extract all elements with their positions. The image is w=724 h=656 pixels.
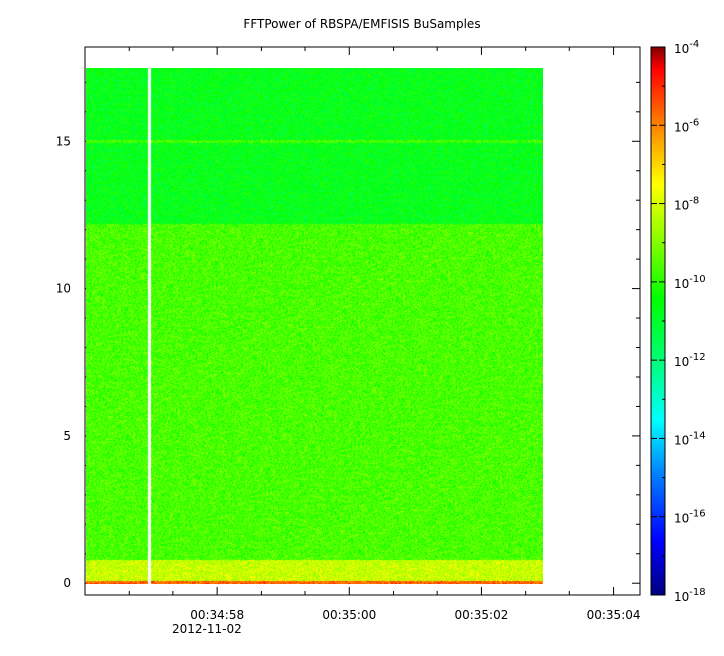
x-tick-label: 00:34:58 — [190, 608, 244, 622]
colorbar-ticks: 10-4 10-6 10-8 10-10 10-12 10-14 10-16 10-18 — [651, 39, 706, 604]
colorbar-tick-label: 10-10 — [674, 274, 706, 291]
y-tick-label: 10 — [56, 282, 71, 296]
x-tick-label: 00:35:00 — [322, 608, 376, 622]
colorbar-tick-label: 10-16 — [674, 509, 706, 526]
colorbar-tick-label: 10-18 — [674, 587, 706, 604]
spectrogram-heatmap — [86, 68, 543, 584]
plot-frame — [84, 46, 641, 596]
colorbar-tick-label: 10-12 — [674, 352, 706, 369]
y-tick-label: 15 — [56, 134, 71, 148]
x-tick-label: 00:35:02 — [454, 608, 508, 622]
colorbar-tick-label: 10-14 — [674, 430, 706, 447]
y-tick-label: 0 — [63, 576, 71, 590]
x-tick-label: 00:35:04 — [587, 608, 641, 622]
x-axis: 00:34:58 00:35:00 00:35:02 00:35:04 — [128, 47, 641, 622]
y-tick-label: 5 — [63, 429, 71, 443]
x-date-label: 2012-11-02 — [172, 622, 242, 636]
chart-title: FFTPower of RBSPA/EMFISIS BuSamples — [243, 17, 481, 31]
colorbar-tick-label: 10-8 — [674, 196, 699, 213]
colorbar-tick-label: 10-4 — [674, 39, 699, 56]
colorbar-tick-label: 10-6 — [674, 117, 699, 134]
